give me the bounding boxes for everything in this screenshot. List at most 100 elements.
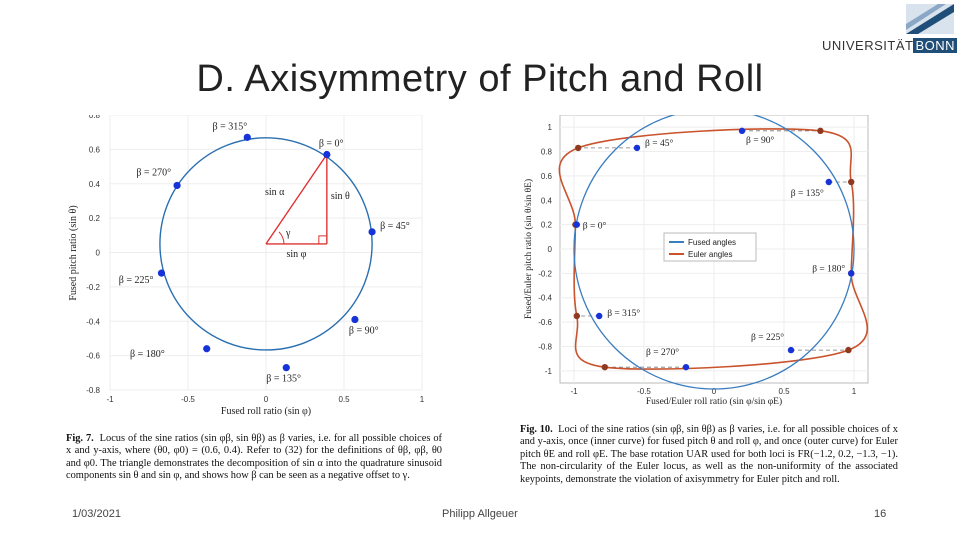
fig10-euler-keypoint xyxy=(573,312,580,320)
fig10-euler-keypoint xyxy=(601,363,608,371)
fig7-keypoint xyxy=(282,364,290,372)
legend-label-euler: Euler angles xyxy=(688,250,732,259)
fig7-keypoint xyxy=(351,315,359,324)
fig10-keypoint-label: β = 180° xyxy=(812,263,845,274)
fig10-fused-keypoint xyxy=(738,127,746,135)
logo-text: UNIVERSITÄT BONN xyxy=(822,38,958,53)
fig10-fused-keypoint xyxy=(787,346,795,354)
fig10-ytick-label: 0.4 xyxy=(541,196,553,205)
fig10-keypoint-label: β = 225° xyxy=(751,332,784,343)
fig10-ylabel: Fused/Euler pitch ratio (sin θ/sin θE) xyxy=(523,179,534,319)
fig10-ytick-label: -0.4 xyxy=(538,294,552,303)
fig10-xtick-label: -1 xyxy=(570,387,578,396)
fig10-fused-keypoint xyxy=(825,178,832,186)
fig10-keypoint-label: β = 315° xyxy=(607,308,640,319)
fig10-fused-keypoint xyxy=(596,312,603,320)
fig7-xtick-label: -0.5 xyxy=(181,395,195,404)
fig10-euler-keypoint xyxy=(848,178,855,186)
fig10-xtick-label: 1 xyxy=(852,387,857,396)
fig10-ytick-label: 0.6 xyxy=(541,172,553,181)
fig7-keypoint xyxy=(323,150,331,159)
fig10-fused-keypoint xyxy=(633,144,641,152)
fig7-keypoint xyxy=(243,133,251,141)
fig10-ytick-label: -0.2 xyxy=(538,269,552,278)
fig10-keypoint-label: β = 270° xyxy=(646,347,679,358)
fig7-keypoint xyxy=(157,269,166,277)
fig7-ytick-label: 0 xyxy=(96,249,101,258)
university-logo xyxy=(822,2,957,54)
fig10-xtick-label: 0.5 xyxy=(778,387,790,396)
fig10-fused-keypoint xyxy=(573,221,580,228)
fig7-locus-circle xyxy=(159,137,373,351)
fig10-keypoint-label: β = 90° xyxy=(746,135,774,146)
fig7-caption: Fig. 7. Locus of the sine ratios (sin φβ… xyxy=(66,433,442,483)
fig10-ytick-label: -0.6 xyxy=(538,318,552,327)
slide-title: D. Axisymmetry of Pitch and Roll xyxy=(196,58,764,100)
fig7-chart: -1 -0.5 0 0.5 1 0.8 0.6 0.4 0.2 0 -0.2 -0.4 -0.6 -0.8… xyxy=(68,115,425,417)
fig7-xtick-label: 0 xyxy=(264,395,269,404)
fig7-xtick-label: 0.5 xyxy=(338,395,350,404)
fig7-keypoint-label: β = 45° xyxy=(380,221,410,232)
fig7-ytick-label: 0.6 xyxy=(89,145,101,154)
fig10-fused-keypoint xyxy=(848,270,855,277)
fig10-ytick-label: -0.8 xyxy=(538,342,552,351)
fig7-caption-text: Locus of the sine ratios (sin φβ, sin θβ… xyxy=(66,433,442,482)
fig10-euler-keypoint xyxy=(575,144,582,152)
fig7-keypoint-label: β = 225° xyxy=(119,275,154,286)
footer-author: Philipp Allgeuer xyxy=(442,508,518,520)
fig7-ytick-label: -0.2 xyxy=(86,283,100,292)
fig7-gamma-arc xyxy=(278,231,285,244)
footer-date: 1/03/2021 xyxy=(72,508,121,520)
fig7-label-gamma: γ xyxy=(285,228,291,239)
fig7-keypoint-label: β = 135° xyxy=(266,374,301,385)
fig7-ytick-label: 0.2 xyxy=(89,214,101,223)
fig7-keypoint xyxy=(173,181,181,190)
logo-box: BONN xyxy=(913,38,958,53)
fig10-fused-keypoint xyxy=(682,363,690,371)
fig7-keypoint xyxy=(368,228,376,236)
fig10-ytick-label: 0.8 xyxy=(541,148,553,157)
fig10-keypoint-label: β = 0° xyxy=(583,221,607,232)
fig7-ytick-label: -0.6 xyxy=(86,352,100,361)
logo-graphic xyxy=(906,4,954,34)
fig7-ytick-label: 0.8 xyxy=(89,115,101,120)
fig10-euler-keypoint xyxy=(845,346,852,354)
footer-page-number: 16 xyxy=(874,508,887,520)
fig7-keypoint xyxy=(203,345,211,353)
fig10-keypoint-label: β = 45° xyxy=(645,138,673,149)
fig7-keypoint-label: β = 315° xyxy=(213,121,248,132)
fig7-triangle-hyp xyxy=(265,154,328,245)
fig10-euler-keypoint xyxy=(817,127,824,135)
fig7-caption-label: Fig. 7. xyxy=(66,433,94,444)
fig7-ytick-label: -0.4 xyxy=(86,317,100,326)
fig10-xtick-label: -0.5 xyxy=(637,387,651,396)
fig7-keypoint-label: β = 90° xyxy=(349,326,379,337)
fig7-xlabel: Fused roll ratio (sin φ) xyxy=(221,406,311,417)
fig7-ytick-label: 0.4 xyxy=(89,180,101,189)
fig7-ylabel: Fused pitch ratio (sin θ) xyxy=(68,205,79,300)
fig7-label-sin-alpha: sin α xyxy=(265,187,285,198)
fig10-xlabel: Fused/Euler roll ratio (sin φ/sin φE) xyxy=(646,396,782,407)
fig7-keypoint-label: β = 270° xyxy=(136,167,171,178)
fig10-ytick-label: 1 xyxy=(548,123,553,132)
fig10-keypoint-label: β = 135° xyxy=(791,188,824,199)
fig7-label-sin-theta: sin θ xyxy=(331,191,350,202)
logo-word: UNIVERSITÄT xyxy=(822,38,914,53)
fig7-keypoint-label: β = 0° xyxy=(319,139,344,150)
fig10-legend: Fused angles Euler angles xyxy=(663,232,757,262)
fig10-xtick-label: 0 xyxy=(712,387,717,396)
fig7-xtick-label: 1 xyxy=(420,395,425,404)
fig10-fused-circle xyxy=(573,115,855,390)
fig10-caption-text: Loci of the sine ratios (sin φβ, sin θβ)… xyxy=(520,424,898,485)
fig10-caption: Fig. 10. Loci of the sine ratios (sin φβ… xyxy=(520,424,898,486)
fig10-caption-label: Fig. 10. xyxy=(520,424,553,435)
fig7-xtick-label: -1 xyxy=(106,395,114,404)
fig10-ytick-label: 0.2 xyxy=(541,221,553,230)
fig10-chart: -1 -0.5 0 0.5 1 1 0.8 0.6 0.4 0.2 0 -0.2 -0.4 -0.6 -0.… xyxy=(523,115,869,407)
legend-label-fused: Fused angles xyxy=(688,238,736,247)
fig10-ytick-label: 0 xyxy=(548,245,553,254)
fig7-ytick-label: -0.8 xyxy=(86,386,100,395)
fig7-right-angle-mark xyxy=(318,235,327,244)
fig7-label-sin-phi: sin φ xyxy=(286,249,306,260)
fig10-ytick-label: -1 xyxy=(545,367,553,376)
